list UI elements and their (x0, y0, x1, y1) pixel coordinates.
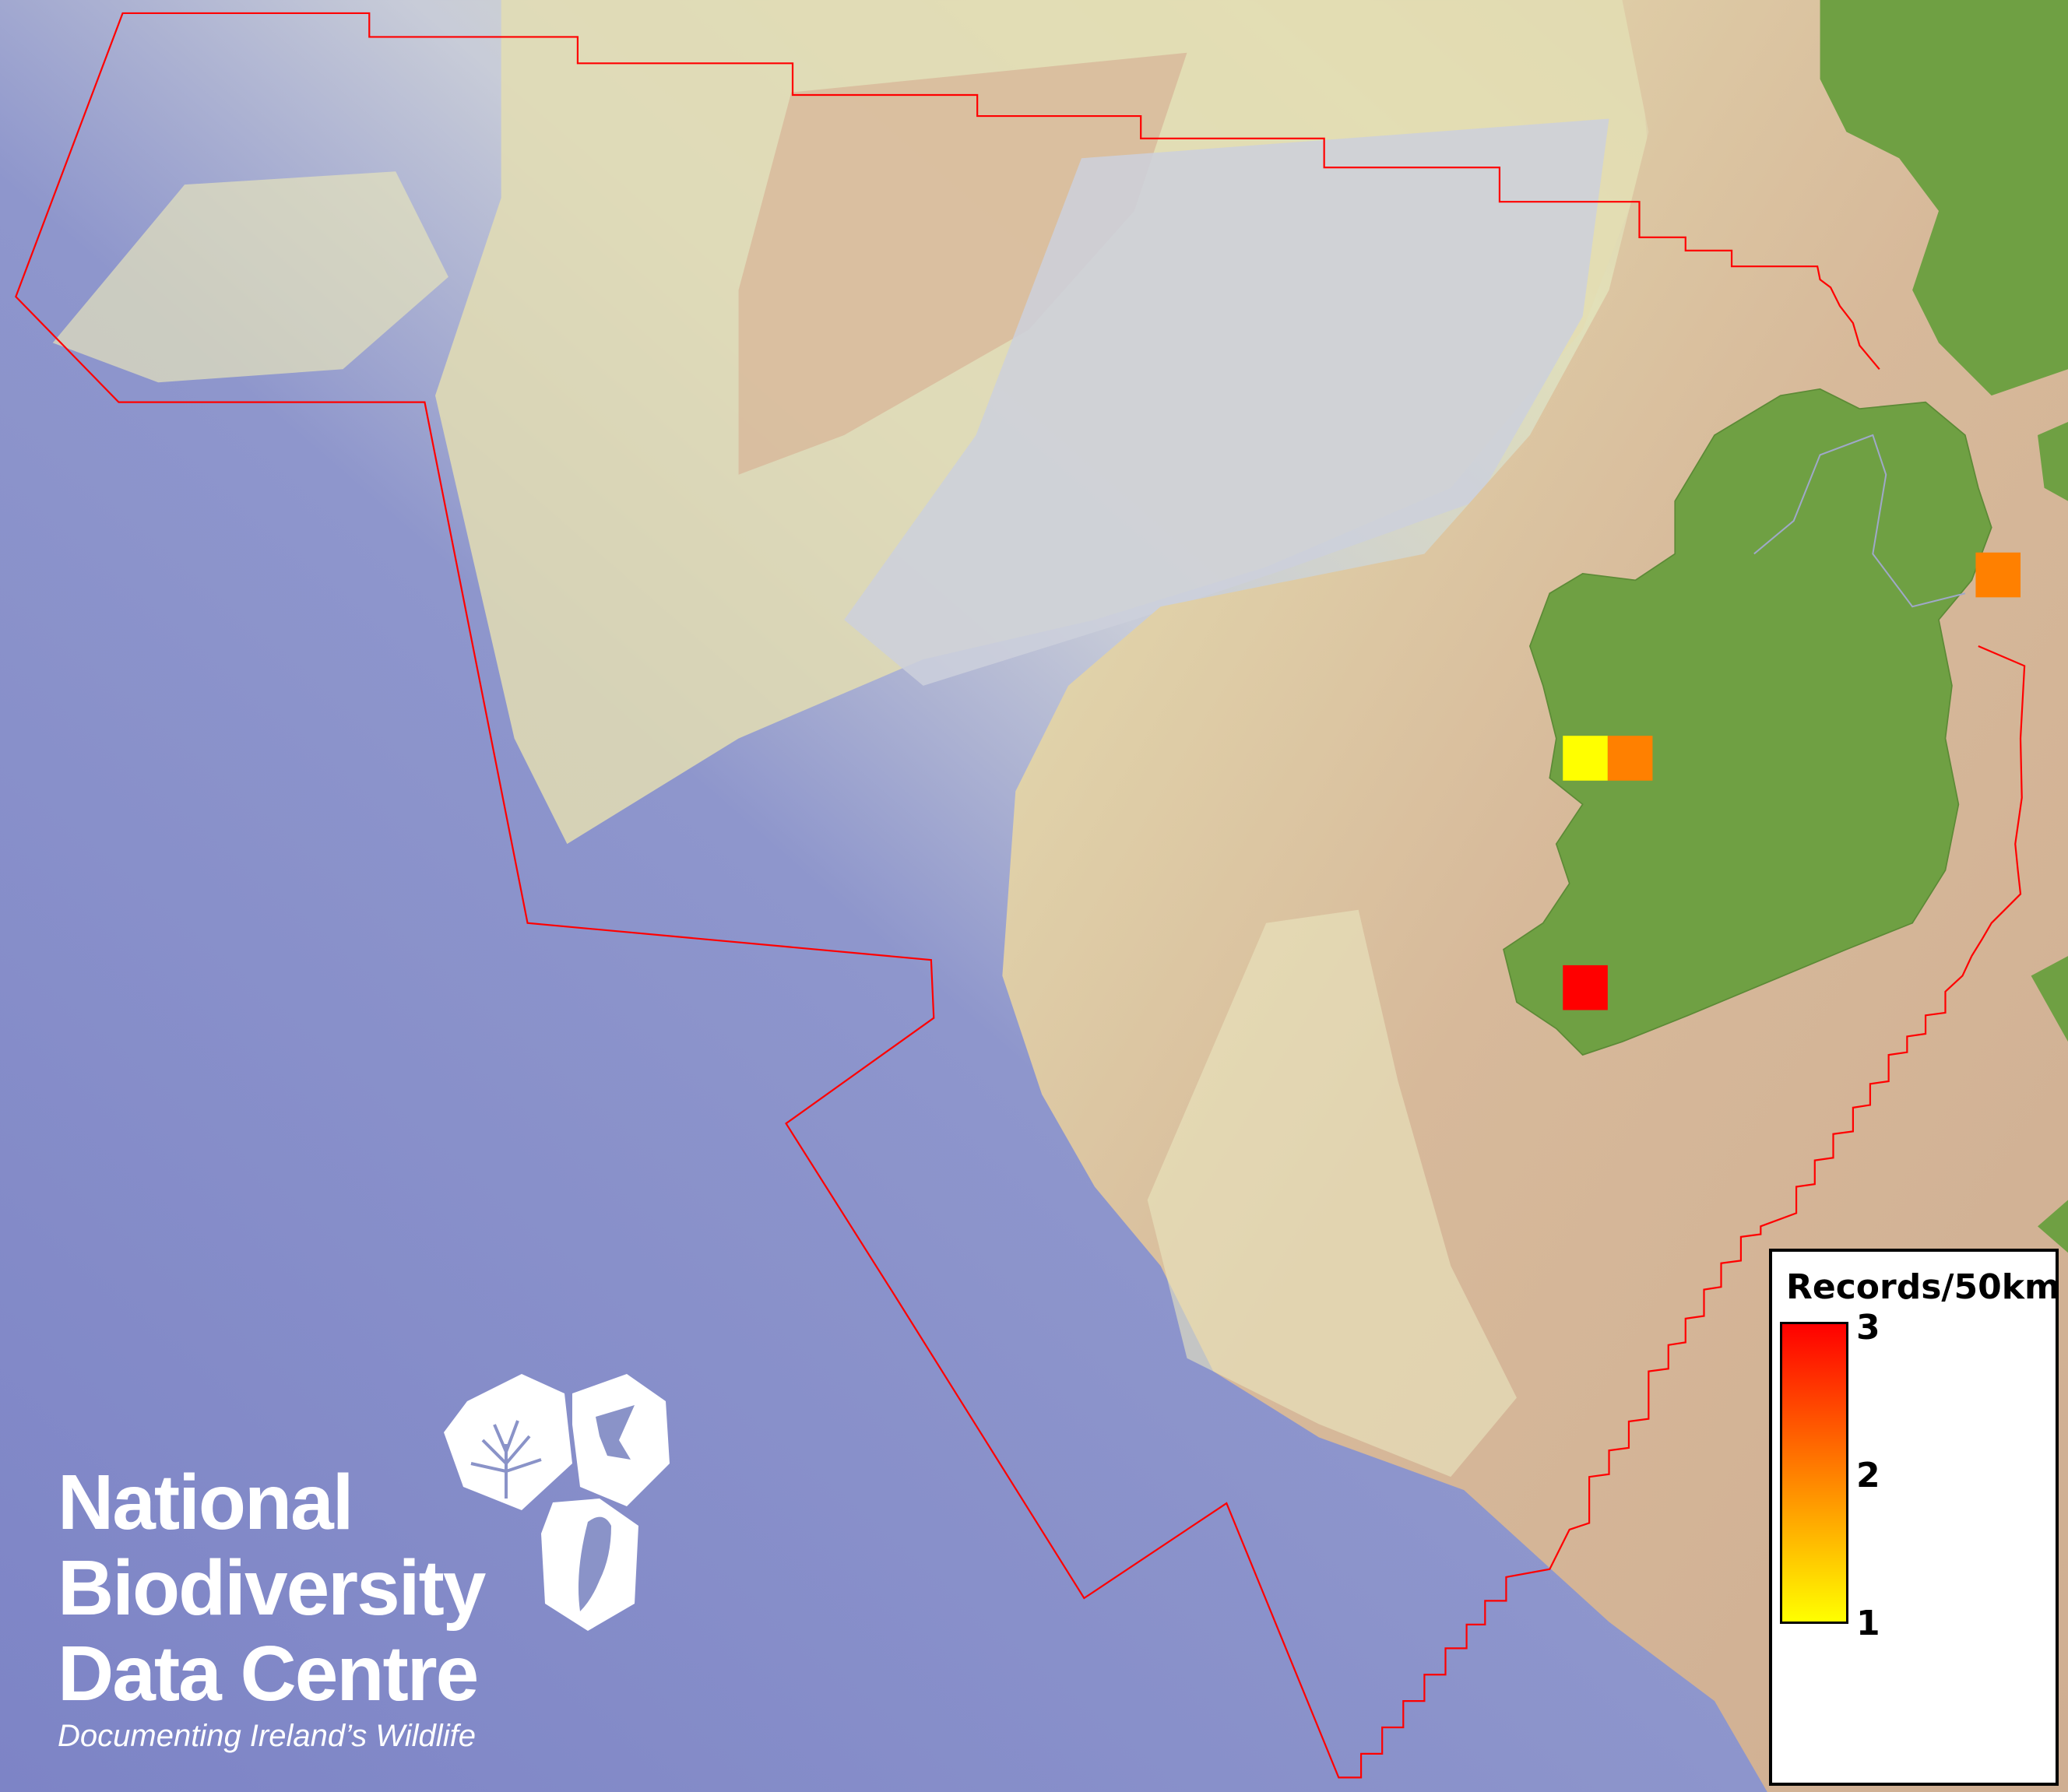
record-cell[interactable] (1975, 552, 2021, 598)
logo-tagline: Documenting Ireland’s Wildlife (58, 1719, 476, 1753)
porcupine-bank (1147, 909, 1517, 1478)
legend-tick-min: 1 (1856, 1604, 1880, 1643)
logo-line-biodiversity: Biodiversity (58, 1544, 486, 1632)
legend-color-ramp (1780, 1322, 1848, 1624)
legend-tick-max: 3 (1856, 1308, 1880, 1348)
record-cell[interactable] (1563, 965, 1608, 1010)
record-cell[interactable] (1563, 736, 1608, 781)
land-scotland-south (2038, 422, 2068, 501)
rockall-trough (844, 118, 1609, 686)
border-line (1753, 434, 1966, 608)
shallow-bank (738, 52, 1187, 475)
record-cell[interactable] (1607, 736, 1653, 781)
logo-line-national: National (58, 1459, 353, 1546)
land-wales (2031, 956, 2068, 1042)
eez-boundary (15, 12, 2026, 1779)
land-cornwall (2038, 1200, 2068, 1253)
legend: Records/50km 3 2 1 (1769, 1249, 2060, 1786)
legend-tick-mid: 2 (1856, 1456, 1880, 1495)
logo-line-data-centre: Data Centre (58, 1630, 479, 1717)
land-ireland (1503, 388, 1992, 1056)
legend-title: Records/50km (1786, 1267, 2060, 1307)
logo-hexagons-icon (444, 1374, 670, 1631)
land-scotland (1820, 0, 2068, 396)
records-layer (1563, 552, 2021, 1010)
